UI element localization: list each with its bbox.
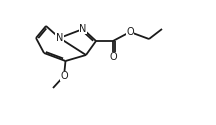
Text: O: O [109,52,117,62]
Text: N: N [79,24,87,34]
Text: O: O [126,27,134,37]
Text: O: O [60,71,68,81]
Text: N: N [56,33,63,43]
